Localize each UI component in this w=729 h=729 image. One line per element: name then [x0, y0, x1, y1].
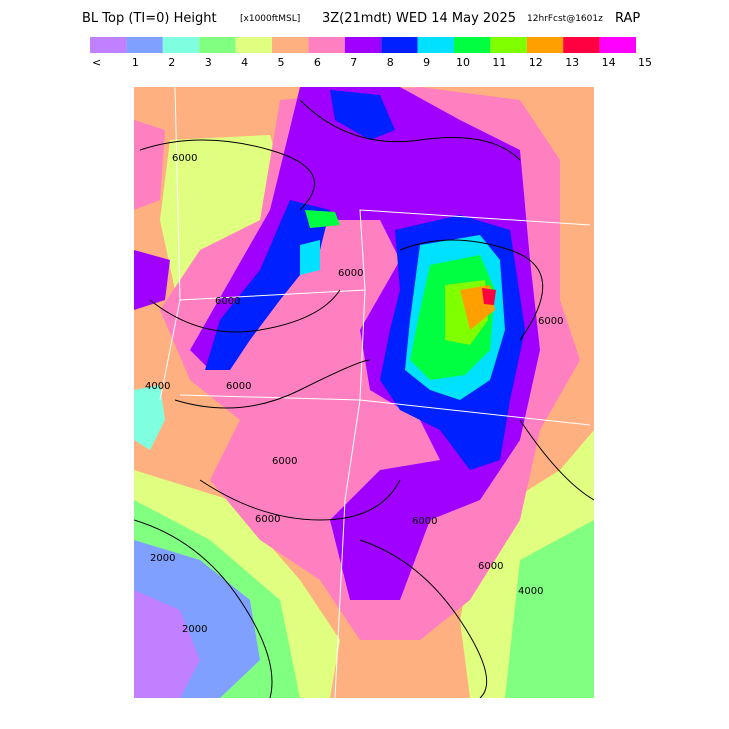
legend-label: 11 — [492, 56, 506, 69]
contour-label: 6000 — [215, 296, 240, 307]
legend-swatch — [599, 37, 636, 53]
contour-label: 2000 — [182, 624, 207, 635]
legend-swatch — [454, 37, 491, 53]
contour-label: 6000 — [412, 516, 437, 527]
legend: <1 2 3 4 5 6 7 8 9 10 11 12 13 14 15 — [90, 37, 652, 69]
legend-swatch — [490, 37, 527, 53]
contour-label: 6000 — [255, 514, 280, 525]
legend-label: 12 — [529, 56, 543, 69]
legend-label: 4 — [241, 56, 248, 69]
contour-label: 6000 — [538, 316, 563, 327]
legend-label: 5 — [278, 56, 285, 69]
legend-swatch — [272, 37, 309, 53]
legend-swatch — [126, 37, 163, 53]
contour-label: 6000 — [172, 153, 197, 164]
units: [x1000ftMSL] — [240, 14, 300, 24]
legend-swatch — [417, 37, 454, 53]
legend-swatch — [199, 37, 236, 53]
legend-label: 15 — [638, 56, 652, 69]
map: 6000 6000 6000 6000 4000 6000 2000 2000 … — [134, 87, 594, 698]
contour-label: 6000 — [338, 268, 363, 279]
legend-label: 6 — [314, 56, 321, 69]
legend-label: 1 — [132, 56, 139, 69]
legend-swatch — [563, 37, 600, 53]
forecast: 12hrFcst@1601z — [527, 14, 603, 24]
legend-swatch — [162, 37, 200, 53]
legend-swatch — [344, 37, 382, 53]
legend-label: 2 — [168, 56, 175, 69]
contour-label: 6000 — [272, 456, 297, 467]
legend-label: < — [92, 56, 101, 69]
legend-label: 10 — [456, 56, 470, 69]
contour-label: 2000 — [150, 553, 175, 564]
contour-label: 4000 — [518, 586, 543, 597]
legend-swatch — [308, 37, 345, 53]
contour-label: 6000 — [226, 381, 251, 392]
title: BL Top (TI=0) Height — [82, 11, 217, 26]
contour-label: 6000 — [478, 561, 503, 572]
legend-label: 3 — [205, 56, 212, 69]
valid-time: 3Z(21mdt) WED 14 May 2025 — [322, 11, 516, 26]
legend-swatch — [381, 37, 418, 53]
legend-label: 13 — [565, 56, 579, 69]
model: RAP — [615, 11, 640, 26]
legend-swatch — [90, 37, 127, 53]
legend-label: 8 — [387, 56, 394, 69]
legend-swatch — [526, 37, 564, 53]
contour-label: 4000 — [145, 381, 170, 392]
legend-label: 14 — [602, 56, 616, 69]
legend-label: 9 — [423, 56, 430, 69]
legend-label: 7 — [350, 56, 357, 69]
legend-swatch — [235, 37, 272, 53]
